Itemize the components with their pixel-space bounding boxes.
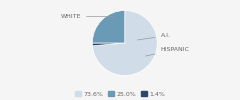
Text: A.I.: A.I.	[137, 33, 171, 40]
Text: HISPANIC: HISPANIC	[145, 47, 190, 56]
Wedge shape	[92, 10, 157, 76]
Text: WHITE: WHITE	[60, 14, 114, 19]
Wedge shape	[92, 10, 125, 43]
Wedge shape	[92, 43, 125, 46]
Legend: 73.6%, 25.0%, 1.4%: 73.6%, 25.0%, 1.4%	[75, 91, 165, 97]
